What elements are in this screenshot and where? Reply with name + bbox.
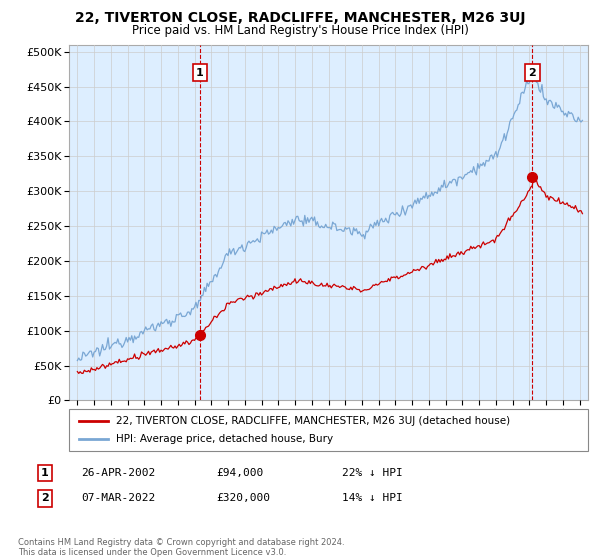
Text: 26-APR-2002: 26-APR-2002 <box>81 468 155 478</box>
Text: 2: 2 <box>529 68 536 78</box>
Text: Contains HM Land Registry data © Crown copyright and database right 2024.
This d: Contains HM Land Registry data © Crown c… <box>18 538 344 557</box>
Text: 1: 1 <box>196 68 204 78</box>
Text: £94,000: £94,000 <box>216 468 263 478</box>
Text: 2: 2 <box>41 493 49 503</box>
Text: 22, TIVERTON CLOSE, RADCLIFFE, MANCHESTER, M26 3UJ: 22, TIVERTON CLOSE, RADCLIFFE, MANCHESTE… <box>75 11 525 25</box>
Text: 1: 1 <box>41 468 49 478</box>
Text: HPI: Average price, detached house, Bury: HPI: Average price, detached house, Bury <box>116 434 333 444</box>
Text: 22, TIVERTON CLOSE, RADCLIFFE, MANCHESTER, M26 3UJ (detached house): 22, TIVERTON CLOSE, RADCLIFFE, MANCHESTE… <box>116 416 510 426</box>
Text: 14% ↓ HPI: 14% ↓ HPI <box>342 493 403 503</box>
Text: Price paid vs. HM Land Registry's House Price Index (HPI): Price paid vs. HM Land Registry's House … <box>131 24 469 36</box>
FancyBboxPatch shape <box>69 409 588 451</box>
Text: 07-MAR-2022: 07-MAR-2022 <box>81 493 155 503</box>
Text: £320,000: £320,000 <box>216 493 270 503</box>
Text: 22% ↓ HPI: 22% ↓ HPI <box>342 468 403 478</box>
